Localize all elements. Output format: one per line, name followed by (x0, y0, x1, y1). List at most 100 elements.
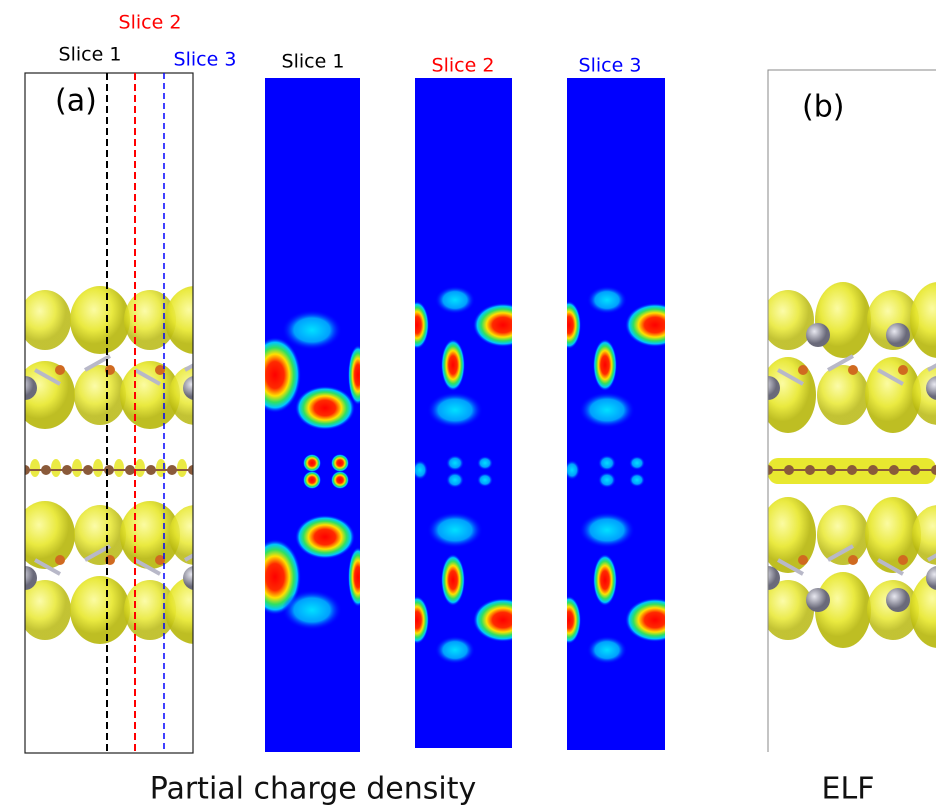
density-blob (295, 515, 355, 559)
density-blob (593, 554, 617, 606)
isosurface (19, 290, 71, 350)
slice-label: Slice 1 (59, 44, 122, 66)
isosurface (817, 505, 869, 565)
isosurface (177, 459, 187, 477)
density-blob (557, 301, 581, 349)
isosurface (165, 576, 225, 644)
density-blob (473, 303, 533, 347)
isosurface (857, 459, 867, 477)
isosurface (920, 459, 930, 477)
density-blob (477, 456, 493, 470)
density-blob (303, 454, 321, 472)
isosurface (74, 505, 126, 565)
isosurface (70, 286, 130, 354)
density-blob (625, 303, 685, 347)
map-title: Slice 1 (282, 51, 345, 73)
structure-b (756, 282, 936, 648)
density-blob (446, 455, 464, 471)
isosurface (74, 365, 126, 425)
density-blob (477, 473, 493, 487)
isosurface (51, 459, 61, 477)
map-title: Slice 2 (432, 55, 495, 77)
density-blob (557, 596, 581, 644)
isosurface (198, 459, 208, 477)
density-blob (303, 471, 321, 489)
isosurface (815, 282, 871, 358)
map-title: Slice 3 (579, 55, 642, 77)
density-blob (295, 386, 355, 430)
panel-label: (b) (802, 90, 844, 125)
bond (928, 356, 936, 370)
density-blob (427, 392, 483, 428)
atom (898, 365, 908, 375)
atom (806, 588, 830, 612)
isosurface (15, 361, 75, 429)
isosurface (72, 459, 82, 477)
atom (848, 365, 858, 375)
atom (806, 323, 830, 347)
panel-label: (a) (55, 84, 97, 119)
isosurface (878, 459, 888, 477)
atom (183, 376, 207, 400)
isosurface (15, 501, 75, 569)
density-blob (629, 473, 645, 487)
isosurface (165, 286, 225, 354)
density-blob (435, 286, 475, 314)
isosurface (135, 459, 145, 477)
atom (55, 365, 65, 375)
isosurface (169, 505, 221, 565)
density-blob (348, 345, 368, 405)
atom (55, 555, 65, 565)
isosurface (114, 459, 124, 477)
density-blob (249, 337, 301, 413)
density-blob (412, 460, 428, 480)
density-blob (579, 392, 635, 428)
figure: (a) Slice 1 Slice 2 Slice 3 Slice 1 Slic… (0, 0, 936, 808)
density-blob (405, 301, 429, 349)
atom (898, 555, 908, 565)
isosurface (899, 459, 909, 477)
caption: ELF (822, 772, 875, 807)
density-blob (579, 512, 635, 548)
isosurface (169, 365, 221, 425)
isosurface (70, 576, 130, 644)
isosurface (815, 459, 825, 477)
atom (886, 323, 910, 347)
density-blob (446, 472, 464, 488)
isosurface (817, 365, 869, 425)
atom (848, 555, 858, 565)
atom (205, 555, 215, 565)
isosurface (762, 290, 814, 350)
isosurface (773, 459, 783, 477)
density-blob (441, 554, 465, 606)
density-blob (282, 590, 342, 630)
density-blob (587, 636, 627, 664)
density-blob (435, 636, 475, 664)
bond (185, 356, 210, 370)
caption: Partial charge density (150, 772, 477, 807)
atom (205, 365, 215, 375)
slice-label: Slice 3 (174, 49, 237, 71)
atom (798, 555, 808, 565)
density-blob (331, 454, 349, 472)
atom (886, 588, 910, 612)
density-blob (282, 310, 342, 350)
isosurface (836, 459, 846, 477)
isosurface (30, 459, 40, 477)
isosurface (794, 459, 804, 477)
density-blob (405, 596, 429, 644)
atom (798, 365, 808, 375)
isosurface (910, 282, 936, 358)
density-blob (441, 339, 465, 391)
density-blob (427, 512, 483, 548)
density-blob (593, 339, 617, 391)
density-blob (598, 455, 616, 471)
isosurface (93, 459, 103, 477)
density-blob (331, 471, 349, 489)
density-blob (629, 456, 645, 470)
density-blob (625, 598, 685, 642)
slice-label: Slice 2 (119, 12, 182, 34)
density-blob (564, 460, 580, 480)
density-blob (348, 547, 368, 607)
density-blob (587, 286, 627, 314)
